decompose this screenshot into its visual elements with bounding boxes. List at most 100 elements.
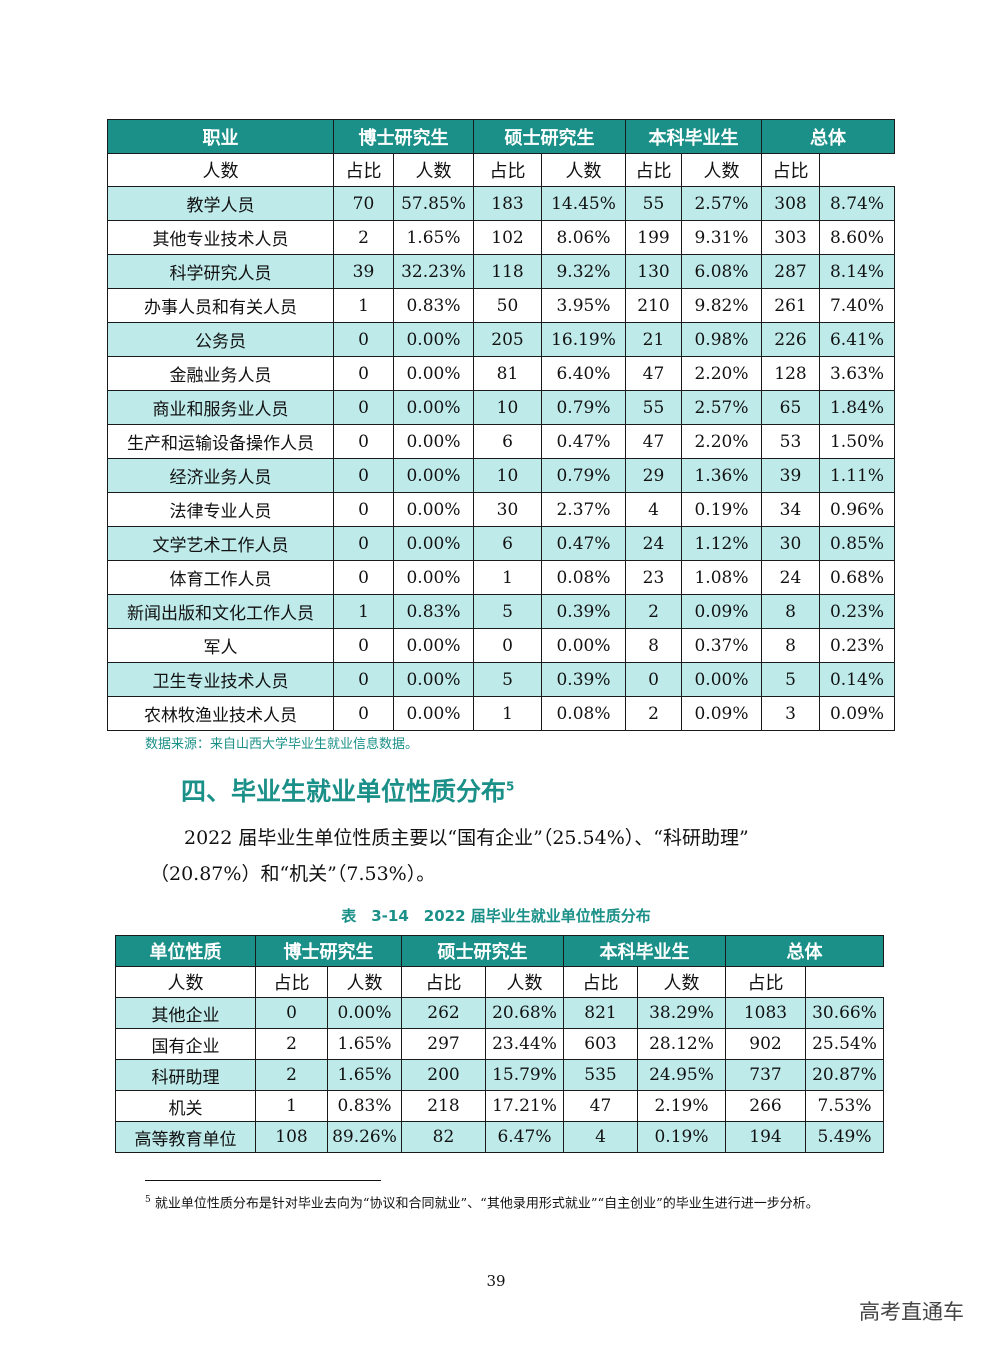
row-label: 新闻出版和文化工作人员 — [107, 594, 334, 629]
header-occupation: 职业 — [107, 119, 334, 154]
table-cell: 2.57% — [681, 390, 762, 425]
table-cell: 1 — [333, 288, 394, 323]
table-cell: 4 — [563, 1121, 638, 1153]
table-cell: 29 — [625, 458, 682, 493]
row-label: 生产和运输设备操作人员 — [107, 424, 334, 459]
table-cell: 0.00% — [393, 424, 474, 459]
table-cell: 183 — [473, 186, 542, 221]
table-row: 公务员 0 0.00% 205 16.19% 21 0.98% 226 6.41% — [107, 322, 895, 357]
table-cell: 1.50% — [819, 424, 895, 459]
header-master: 硕士研究生 — [473, 119, 626, 154]
table-cell: 8.60% — [819, 220, 895, 255]
subheader-share: 占比 — [333, 153, 394, 187]
employer-type-table: 单位性质 博士研究生 硕士研究生 本科毕业生 总体 人数 占比 人数 占比 人数 占比 人数… — [115, 935, 884, 1153]
table-cell: 303 — [761, 220, 820, 255]
table-cell: 9.31% — [681, 220, 762, 255]
table-cell: 0.09% — [681, 594, 762, 629]
table-cell: 7.53% — [805, 1090, 884, 1122]
subheader-share: 占比 — [625, 153, 682, 187]
table-row: 经济业务人员 0 0.00% 10 0.79% 29 1.36% 39 1.11% — [107, 458, 895, 493]
table-cell: 0 — [333, 628, 394, 663]
table-cell: 17.21% — [485, 1090, 564, 1122]
row-label: 卫生专业技术人员 — [107, 662, 334, 697]
table-cell: 0.09% — [819, 696, 895, 731]
table-cell: 0 — [473, 628, 542, 663]
table-cell: 226 — [761, 322, 820, 357]
table-cell: 6.41% — [819, 322, 895, 357]
table-cell: 218 — [401, 1090, 486, 1122]
table-cell: 57.85% — [393, 186, 474, 221]
table-cell: 1.84% — [819, 390, 895, 425]
table-cell: 0 — [333, 492, 394, 527]
table-cell: 821 — [563, 997, 638, 1029]
table-cell: 30 — [473, 492, 542, 527]
table-cell: 6 — [473, 424, 542, 459]
table-cell: 210 — [625, 288, 682, 323]
table-subheader-row: 人数 占比 人数 占比 人数 占比 人数 占比 — [115, 966, 884, 998]
table-cell: 39 — [761, 458, 820, 493]
table-subheader-row: 人数 占比 人数 占比 人数 占比 人数 占比 — [107, 153, 895, 187]
table-cell: 0.08% — [541, 696, 626, 731]
table-cell: 0.00% — [393, 492, 474, 527]
table-row: 生产和运输设备操作人员 0 0.00% 6 0.47% 47 2.20% 53 1.50% — [107, 424, 895, 459]
table-cell: 1 — [333, 594, 394, 629]
table-cell: 199 — [625, 220, 682, 255]
subheader-share: 占比 — [563, 966, 638, 998]
row-label: 科学研究人员 — [107, 254, 334, 289]
table-cell: 55 — [625, 186, 682, 221]
footnote-text: 就业单位性质分布是针对毕业去向为“协议和合同就业”、“其他录用形式就业”“自主创… — [154, 1196, 819, 1212]
subheader-count: 人数 — [541, 153, 626, 187]
table-cell: 8.74% — [819, 186, 895, 221]
table-row: 体育工作人员 0 0.00% 1 0.08% 23 1.08% 24 0.68% — [107, 560, 895, 595]
table-cell: 0.23% — [819, 628, 895, 663]
subheader-count: 人数 — [393, 153, 474, 187]
table-cell: 1.12% — [681, 526, 762, 561]
subheader-count: 人数 — [485, 966, 564, 998]
table-cell: 30 — [761, 526, 820, 561]
subheader-share: 占比 — [725, 966, 806, 998]
table-cell: 9.82% — [681, 288, 762, 323]
table-cell: 3 — [761, 696, 820, 731]
table-cell: 102 — [473, 220, 542, 255]
table-cell: 0 — [625, 662, 682, 697]
header-bachelor: 本科毕业生 — [625, 119, 762, 154]
table-cell: 8 — [761, 628, 820, 663]
table-cell: 0.14% — [819, 662, 895, 697]
row-label: 经济业务人员 — [107, 458, 334, 493]
table-cell: 55 — [625, 390, 682, 425]
table-cell: 0.98% — [681, 322, 762, 357]
table-row: 科研助理 2 1.65% 200 15.79% 535 24.95% 737 20.87% — [115, 1059, 884, 1091]
subheader-count: 人数 — [115, 966, 256, 998]
row-label: 军人 — [107, 628, 334, 663]
row-label: 农林牧渔业技术人员 — [107, 696, 334, 731]
section-heading: 四、毕业生就业单位性质分布5 — [181, 772, 514, 808]
table-cell: 0.00% — [393, 662, 474, 697]
table-cell: 0.68% — [819, 560, 895, 595]
table-cell: 0.39% — [541, 594, 626, 629]
table-row: 国有企业 2 1.65% 297 23.44% 603 28.12% 902 25.54% — [115, 1028, 884, 1060]
table-row: 商业和服务业人员 0 0.00% 10 0.79% 55 2.57% 65 1.84% — [107, 390, 895, 425]
table-cell: 21 — [625, 322, 682, 357]
table-header-row: 单位性质 博士研究生 硕士研究生 本科毕业生 总体 — [115, 935, 884, 967]
table-cell: 297 — [401, 1028, 486, 1060]
table-cell: 20.68% — [485, 997, 564, 1029]
table-cell: 2.37% — [541, 492, 626, 527]
table-cell: 1 — [255, 1090, 328, 1122]
table-cell: 70 — [333, 186, 394, 221]
table-cell: 118 — [473, 254, 542, 289]
table-row: 其他企业 0 0.00% 262 20.68% 821 38.29% 1083 30.66% — [115, 997, 884, 1029]
table-cell: 0.39% — [541, 662, 626, 697]
table-row: 高等教育单位 108 89.26% 82 6.47% 4 0.19% 194 5.49% — [115, 1121, 884, 1153]
table-cell: 25.54% — [805, 1028, 884, 1060]
header-bachelor: 本科毕业生 — [563, 935, 726, 967]
table-cell: 0.00% — [393, 458, 474, 493]
subheader-count: 人数 — [107, 153, 334, 187]
table-cell: 53 — [761, 424, 820, 459]
table-cell: 34 — [761, 492, 820, 527]
table-cell: 24 — [761, 560, 820, 595]
table-row: 其他专业技术人员 2 1.65% 102 8.06% 199 9.31% 303 8.60% — [107, 220, 895, 255]
table-cell: 2 — [625, 594, 682, 629]
table-cell: 0.00% — [393, 526, 474, 561]
table-cell: 10 — [473, 390, 542, 425]
body-paragraph: 2022 届毕业生单位性质主要以“国有企业”（25.54%）、“科研助理” （2… — [150, 820, 870, 892]
